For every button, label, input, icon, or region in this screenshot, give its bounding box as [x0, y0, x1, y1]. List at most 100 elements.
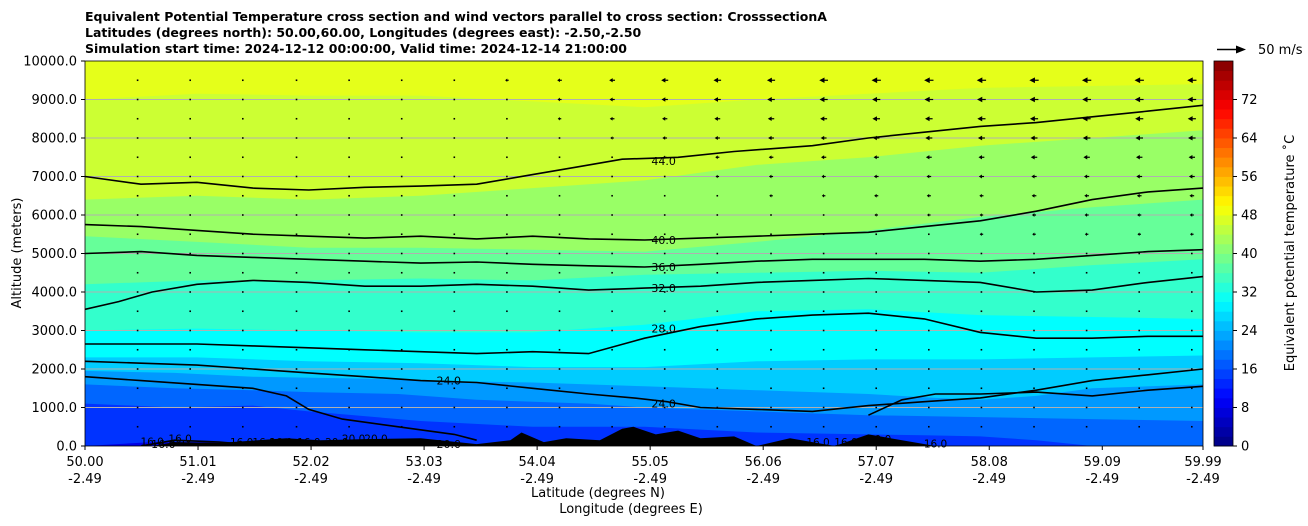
contour-label: 36.0 [651, 261, 676, 274]
wind-arrow [662, 116, 668, 121]
y-tick-label: 1000.0 [32, 401, 78, 416]
wind-arrow [770, 348, 772, 351]
contour-label: 44.0 [651, 155, 676, 168]
colorbar-swatch [1214, 369, 1233, 380]
wind-arrow [506, 387, 508, 390]
wind-arrow [506, 310, 508, 313]
wind-arrow [400, 214, 403, 216]
wind-arrow [610, 136, 614, 140]
x-tick-label-lon: -2.49 [633, 472, 667, 487]
wind-arrow [1189, 213, 1194, 217]
wind-arrow [558, 406, 561, 409]
wind-arrow [241, 271, 244, 274]
wind-arrow [1085, 425, 1088, 428]
wind-arrow [348, 348, 350, 351]
wind-arrow [611, 348, 613, 351]
colorbar-swatch [1214, 176, 1233, 187]
wind-arrow [768, 135, 774, 141]
wind-arrow [1191, 252, 1193, 255]
wind-arrow [348, 79, 350, 82]
y-axis-label: Altitude (meters) [10, 198, 25, 309]
wind-arrow [874, 213, 878, 217]
wind-arrow [925, 116, 933, 122]
contour-label: 16.0 [806, 437, 829, 449]
y-tick-label: 10000.0 [23, 55, 77, 70]
wind-arrow [348, 329, 350, 332]
colorbar-swatch [1214, 272, 1233, 283]
wind-arrow [715, 174, 720, 179]
wind-arrow [663, 368, 666, 370]
wind-arrow [506, 98, 508, 101]
wind-arrow [875, 233, 878, 236]
wind-arrow [820, 116, 828, 122]
wind-arrow [926, 193, 931, 198]
x-tick-label-lat: 50.00 [66, 455, 103, 470]
colorbar-tick-label: 24 [1241, 324, 1258, 339]
wind-arrow [453, 368, 456, 370]
colorbar-tick-label: 48 [1241, 209, 1258, 224]
wind-arrow [348, 271, 350, 274]
wind-arrow [1083, 154, 1090, 160]
wind-arrow [928, 425, 930, 428]
wind-arrow [663, 233, 666, 236]
wind-arrow [1191, 271, 1193, 274]
wind-arrow [506, 214, 508, 216]
wind-arrow [189, 233, 191, 236]
wind-arrow [716, 310, 719, 313]
wind-arrow [716, 252, 719, 255]
colorbar-swatch [1214, 118, 1233, 129]
wind-arrow [1138, 387, 1141, 390]
wind-arrow [770, 252, 772, 255]
wind-arrow [611, 252, 613, 255]
wind-arrow [295, 425, 298, 428]
wind-arrow [768, 155, 774, 160]
wind-arrow [558, 194, 561, 197]
wind-arrow [348, 156, 350, 159]
colorbar-swatch [1214, 330, 1233, 341]
colorbar-swatch [1214, 186, 1233, 197]
wind-arrow [558, 387, 561, 390]
wind-arrow [1135, 135, 1144, 141]
y-tick-label: 0.0 [56, 440, 77, 455]
wind-arrow [558, 252, 561, 255]
wind-arrow [348, 194, 350, 197]
wind-arrow [977, 96, 986, 103]
wind-arrow [453, 79, 456, 82]
contour-label: 20.0 [868, 434, 891, 446]
wind-arrow [979, 213, 984, 217]
wind-arrow [241, 137, 244, 139]
wind-arrow [770, 329, 772, 332]
wind-arrow [714, 116, 721, 121]
wind-arrow [1082, 135, 1091, 141]
wind-arrow [611, 368, 613, 370]
wind-arrow [716, 329, 719, 332]
wind-arrow [189, 425, 191, 428]
wind-arrow [875, 291, 878, 293]
wind-arrow [822, 387, 825, 390]
wind-arrow [1191, 425, 1193, 428]
wind-arrow [875, 329, 878, 332]
wind-arrow [1138, 291, 1141, 293]
contour-label: 16.0 [834, 437, 857, 449]
wind-arrow [506, 194, 508, 197]
colorbar-swatch [1214, 436, 1233, 447]
wind-arrow [928, 387, 930, 390]
x-tick-label-lat: 51.01 [179, 455, 216, 470]
wind-arrow [241, 252, 244, 255]
contour-label: 16.0 [297, 437, 320, 449]
wind-arrow [348, 117, 350, 120]
wind-arrow [557, 117, 562, 121]
wind-arrow [662, 155, 667, 159]
x-tick-label-lat: 58.08 [971, 455, 1008, 470]
wind-arrow [609, 116, 615, 121]
wind-arrow [1191, 406, 1193, 409]
wind-arrow [348, 252, 350, 255]
contour-label: 16.0 [230, 437, 253, 449]
wind-arrow [928, 271, 930, 274]
wind-arrow [1085, 291, 1088, 293]
contour-label: 16.0 [924, 439, 947, 451]
wind-arrow [928, 368, 930, 370]
x-tick-label-lon: -2.49 [859, 472, 893, 487]
wind-arrow [770, 368, 772, 370]
wind-arrow [716, 194, 719, 197]
